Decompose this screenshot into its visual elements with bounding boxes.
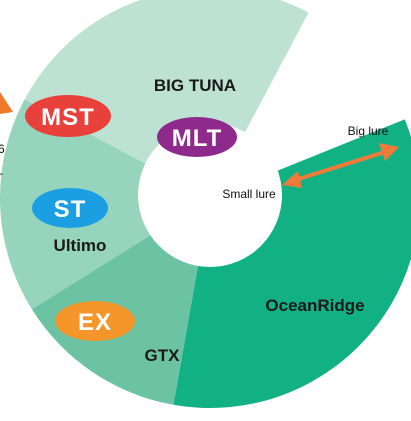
badge-label: ST xyxy=(54,196,87,223)
donut-hole xyxy=(138,123,282,267)
arrow-head xyxy=(379,143,399,161)
segment-label: GTX xyxy=(145,346,181,365)
edge-fragment: + xyxy=(0,167,3,181)
badge xyxy=(157,117,237,157)
donut-segment xyxy=(173,119,411,408)
edge-arrow xyxy=(0,92,13,114)
segment-label: Ultimo xyxy=(54,236,107,255)
arrow-label: Big lure xyxy=(348,124,389,138)
badge-label: EX xyxy=(78,309,112,336)
arrow-head xyxy=(282,171,302,188)
segment-label: OceanRidge xyxy=(265,296,364,315)
badge xyxy=(55,301,135,341)
badge-label: MLT xyxy=(172,125,223,152)
arrow-shaft xyxy=(291,149,389,183)
badge-label: MST xyxy=(41,104,95,131)
segment-label: BIG TUNA xyxy=(154,76,236,95)
arrow-label: Small lure xyxy=(222,187,276,201)
badge xyxy=(32,188,108,228)
edge-fragment: 6 xyxy=(0,142,5,156)
size-arrow xyxy=(282,143,399,188)
badge xyxy=(25,95,111,137)
